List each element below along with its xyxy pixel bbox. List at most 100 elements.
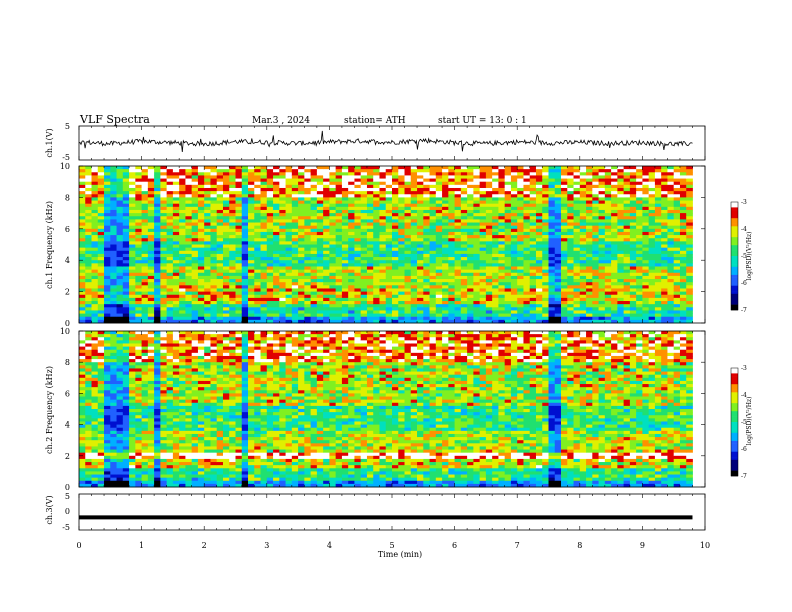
spectrogram-cell <box>329 235 337 239</box>
spectrogram-cell <box>229 316 236 321</box>
spectrogram-cell <box>504 316 512 321</box>
spectrogram-cell <box>404 222 412 227</box>
spectrogram-cell <box>166 263 174 267</box>
spectrogram-cell <box>429 231 437 236</box>
spectrogram-cell <box>197 222 205 227</box>
spectrogram-cell <box>404 288 412 292</box>
spectrogram-cell <box>435 231 443 236</box>
spectrogram-cell <box>354 203 362 208</box>
spectrogram-cell <box>642 269 650 274</box>
spectrogram-cell <box>360 288 368 292</box>
spectrogram-cell <box>97 231 105 236</box>
spectrogram-cell <box>91 310 99 314</box>
spectrogram-cell <box>360 222 368 227</box>
spectrogram-cell <box>661 175 668 179</box>
spectrogram-cell <box>179 209 186 214</box>
spectrogram-cell <box>679 166 687 170</box>
spectrogram-cell <box>661 225 668 230</box>
spectrogram-cell <box>592 301 599 305</box>
spectrogram-cell <box>661 184 668 189</box>
spectrogram-cell <box>147 222 155 227</box>
spectrogram-cell <box>304 231 312 236</box>
spectrogram-cell <box>304 263 312 267</box>
spectrogram-cell <box>341 250 349 255</box>
spectrogram-cell <box>329 247 337 252</box>
spectrogram-cell <box>467 282 474 286</box>
spectrogram-cell <box>266 250 274 255</box>
spectrogram-cell <box>686 200 693 205</box>
spectrogram-cell <box>360 235 368 239</box>
spectrogram-cell <box>248 297 255 302</box>
spectrogram-cell <box>586 231 593 236</box>
spectrogram-cell <box>323 178 330 183</box>
spectrogram-cell <box>222 228 230 233</box>
spectrogram-cell <box>617 238 625 242</box>
spectrogram-cell <box>579 313 587 318</box>
spectrogram-cell <box>654 260 662 264</box>
spectrogram-cell <box>561 244 568 249</box>
spectrogram-cell <box>611 253 618 258</box>
spectrogram-cell <box>429 178 437 183</box>
spectrogram-cell <box>222 206 230 211</box>
spectrogram-cell <box>335 282 343 286</box>
spectrogram-cell <box>479 200 487 205</box>
spectrogram-cell <box>617 250 625 255</box>
spectrogram-cell <box>679 175 687 179</box>
spectrogram-cell <box>222 247 230 252</box>
spectrogram-cell <box>410 169 418 173</box>
spectrogram-cell <box>79 260 86 264</box>
spectrogram-cell <box>636 225 643 230</box>
spectrogram-cell <box>160 304 168 308</box>
spectrogram-cell <box>248 250 255 255</box>
spectrogram-cell <box>429 247 437 252</box>
spectrogram-cell <box>654 319 662 324</box>
spectrogram-cell <box>110 247 117 252</box>
spectrogram-cell <box>517 228 524 233</box>
spectrogram-cell <box>166 297 174 302</box>
spectrogram-cell <box>392 191 399 195</box>
spectrogram-cell <box>79 297 86 302</box>
spectrogram-cell <box>316 235 324 239</box>
spectrogram-cell <box>248 244 255 249</box>
spectrogram-cell <box>323 166 330 170</box>
spectrogram-cell <box>629 310 637 314</box>
spectrogram-cell <box>260 313 268 318</box>
spectrogram-cell <box>467 241 474 245</box>
spectrogram-cell <box>454 241 462 245</box>
spectrogram-cell <box>273 310 280 314</box>
spectrogram-cell <box>354 219 362 223</box>
spectrogram-cell <box>204 191 211 195</box>
spectrogram-cell <box>260 169 268 173</box>
spectrogram-cell <box>623 288 631 292</box>
station-label: station= ATH <box>344 116 406 126</box>
spectrogram-cell <box>479 253 487 258</box>
spectrogram-cell <box>85 172 92 176</box>
spectrogram-cell <box>316 288 324 292</box>
spectrogram-cell <box>79 241 86 245</box>
spectrogram-cell <box>686 269 693 274</box>
spectrogram-cell <box>341 166 349 170</box>
spectrogram-cell <box>636 279 643 283</box>
spectrogram-cell <box>335 291 343 296</box>
spectrogram-cell <box>454 209 462 214</box>
spectrogram-cell <box>210 200 218 205</box>
spectrogram-cell <box>116 263 124 267</box>
spectrogram-cell <box>648 294 656 299</box>
start-time-label: start UT = 13: 0 : 1 <box>438 116 527 126</box>
spectrogram-cell <box>392 257 399 261</box>
spectrogram-cell <box>373 209 380 214</box>
spectrogram-cell <box>410 282 418 286</box>
spectrogram-cell <box>667 285 675 289</box>
spectrogram-cell <box>510 257 518 261</box>
spectrogram-cell <box>329 260 337 264</box>
spectrogram-cell <box>160 282 168 286</box>
spectrogram-cell <box>329 213 337 217</box>
spectrogram-cell <box>235 194 243 198</box>
spectrogram-cell <box>266 313 274 318</box>
spectrogram-cell <box>379 301 387 305</box>
spectrogram-cell <box>135 282 142 286</box>
spectrogram-cell <box>460 269 468 274</box>
spectrogram-cell <box>398 175 405 179</box>
spectrogram-cell <box>529 266 537 271</box>
spectrogram-cell <box>129 209 136 214</box>
